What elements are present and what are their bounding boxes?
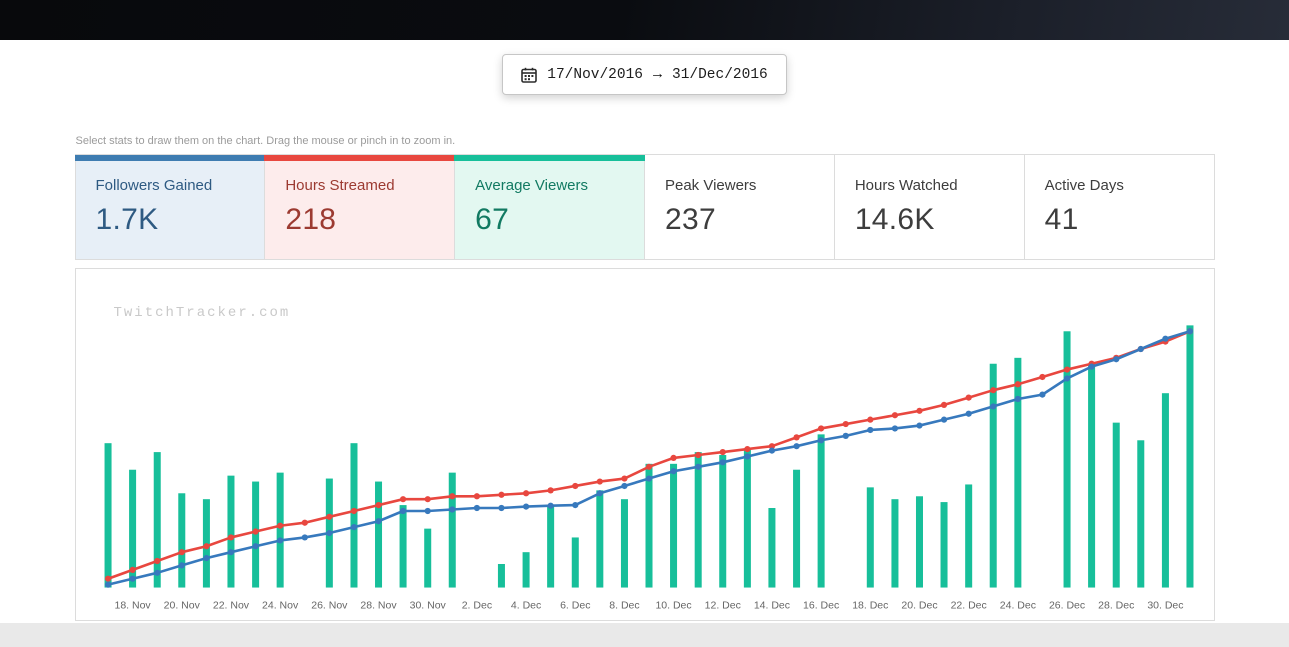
svg-text:22. Dec: 22. Dec xyxy=(950,600,986,612)
svg-text:28. Nov: 28. Nov xyxy=(360,600,397,612)
svg-text:14. Dec: 14. Dec xyxy=(753,600,789,612)
date-range-picker[interactable]: 17/Nov/2016 → 31/Dec/2016 xyxy=(502,54,787,95)
svg-text:30. Nov: 30. Nov xyxy=(409,600,446,612)
stat-value: 1.7K xyxy=(95,203,159,236)
stat-label: Average Viewers xyxy=(475,177,589,194)
top-nav-bar xyxy=(0,0,1289,40)
svg-text:22. Nov: 22. Nov xyxy=(212,600,249,612)
svg-text:30. Dec: 30. Dec xyxy=(1147,600,1183,612)
svg-text:24. Nov: 24. Nov xyxy=(262,600,299,612)
tile-accent-strip xyxy=(1024,155,1215,161)
stat-tile-followers-gained[interactable]: Followers Gained 1.7K xyxy=(74,155,266,259)
stats-chart[interactable]: 18. Nov 20. Nov 22. Nov 24. Nov 26. Nov 28. N… xyxy=(82,283,1208,618)
chart-card: TwitchTracker.com 18. Nov 20. Nov 22. Nov 2… xyxy=(74,268,1215,621)
tile-accent-strip xyxy=(74,155,266,161)
svg-text:8. Dec: 8. Dec xyxy=(609,600,639,612)
tile-accent-strip xyxy=(264,155,456,161)
date-range-end: 31/Dec/2016 xyxy=(672,66,768,83)
date-range-start: 17/Nov/2016 xyxy=(547,66,643,83)
stat-tile-peak-viewers[interactable]: Peak Viewers 237 xyxy=(644,155,835,259)
stat-tiles-row: Followers Gained 1.7K Hours Streamed 218 Ave… xyxy=(74,154,1215,260)
stat-label: Hours Streamed xyxy=(285,177,395,194)
tile-accent-strip xyxy=(834,155,1025,161)
stat-tile-average-viewers[interactable]: Average Viewers 67 xyxy=(454,155,645,259)
stat-value: 14.6K xyxy=(854,203,935,236)
svg-text:16. Dec: 16. Dec xyxy=(803,600,839,612)
svg-text:6. Dec: 6. Dec xyxy=(560,600,590,612)
tile-accent-strip xyxy=(454,155,645,161)
stat-value: 218 xyxy=(285,203,337,236)
svg-text:2. Dec: 2. Dec xyxy=(461,600,491,612)
svg-text:4. Dec: 4. Dec xyxy=(510,600,540,612)
date-picker-row: 17/Nov/2016 → 31/Dec/2016 xyxy=(0,40,1289,95)
svg-text:20. Dec: 20. Dec xyxy=(901,600,937,612)
svg-text:20. Nov: 20. Nov xyxy=(163,600,200,612)
stat-label: Followers Gained xyxy=(95,177,213,194)
svg-text:28. Dec: 28. Dec xyxy=(1098,600,1134,612)
stat-label: Active Days xyxy=(1044,177,1124,194)
svg-text:10. Dec: 10. Dec xyxy=(655,600,691,612)
tile-accent-strip xyxy=(644,155,835,161)
stat-value: 67 xyxy=(475,203,510,236)
svg-text:12. Dec: 12. Dec xyxy=(704,600,740,612)
arrow-right-icon: → xyxy=(652,66,662,83)
calendar-icon xyxy=(521,67,538,83)
svg-text:26. Dec: 26. Dec xyxy=(1048,600,1084,612)
svg-text:18. Dec: 18. Dec xyxy=(852,600,888,612)
stat-label: Hours Watched xyxy=(854,177,958,194)
svg-text:26. Nov: 26. Nov xyxy=(311,600,348,612)
stat-value: 41 xyxy=(1044,203,1079,236)
svg-text:18. Nov: 18. Nov xyxy=(114,600,151,612)
svg-text:24. Dec: 24. Dec xyxy=(999,600,1035,612)
stat-value: 237 xyxy=(664,203,716,236)
stat-tile-hours-watched[interactable]: Hours Watched 14.6K xyxy=(834,155,1025,259)
stat-tile-hours-streamed[interactable]: Hours Streamed 218 xyxy=(264,155,456,259)
main-content: Select stats to draw them on the chart. … xyxy=(74,95,1215,621)
stat-label: Peak Viewers xyxy=(664,177,757,194)
watermark-text: TwitchTracker.com xyxy=(113,305,291,321)
stat-tile-active-days[interactable]: Active Days 41 xyxy=(1024,155,1215,259)
chart-hint-text: Select stats to draw them on the chart. … xyxy=(75,135,456,147)
